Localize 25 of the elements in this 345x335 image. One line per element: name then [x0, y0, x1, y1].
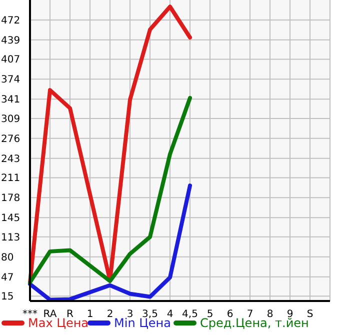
x-tick-label: 4 — [166, 309, 174, 320]
y-tick-label: 341 — [1, 94, 20, 106]
y-tick-label: 374 — [1, 74, 20, 86]
y-tick-label: 439 — [1, 35, 20, 46]
x-tick-label: 2 — [106, 309, 114, 320]
line-series — [28, 184, 192, 302]
line-series — [28, 96, 192, 284]
y-tick-label: 145 — [1, 213, 20, 224]
line-series — [28, 4, 192, 284]
y-tick-label: 309 — [1, 114, 20, 125]
y-tick-label: 276 — [1, 134, 20, 145]
x-tick-label: 1 — [86, 309, 94, 320]
x-tick-label: 3 — [126, 309, 134, 320]
x-tick-label: 4,5 — [182, 309, 198, 320]
y-tick-label: 47 — [1, 272, 14, 284]
y-tick-label: 407 — [1, 54, 20, 66]
y-tick-label: 243 — [1, 154, 20, 165]
x-tick-label: 3,5 — [142, 309, 158, 320]
y-tick-label: 80 — [1, 252, 14, 264]
y-tick-label: 211 — [1, 173, 20, 184]
y-tick-label: 15 — [1, 292, 14, 303]
x-tick-label: S — [306, 309, 314, 320]
y-tick-label: 113 — [1, 232, 20, 244]
y-tick-label: 178 — [1, 193, 20, 204]
y-tick-label: 472 — [1, 15, 20, 26]
